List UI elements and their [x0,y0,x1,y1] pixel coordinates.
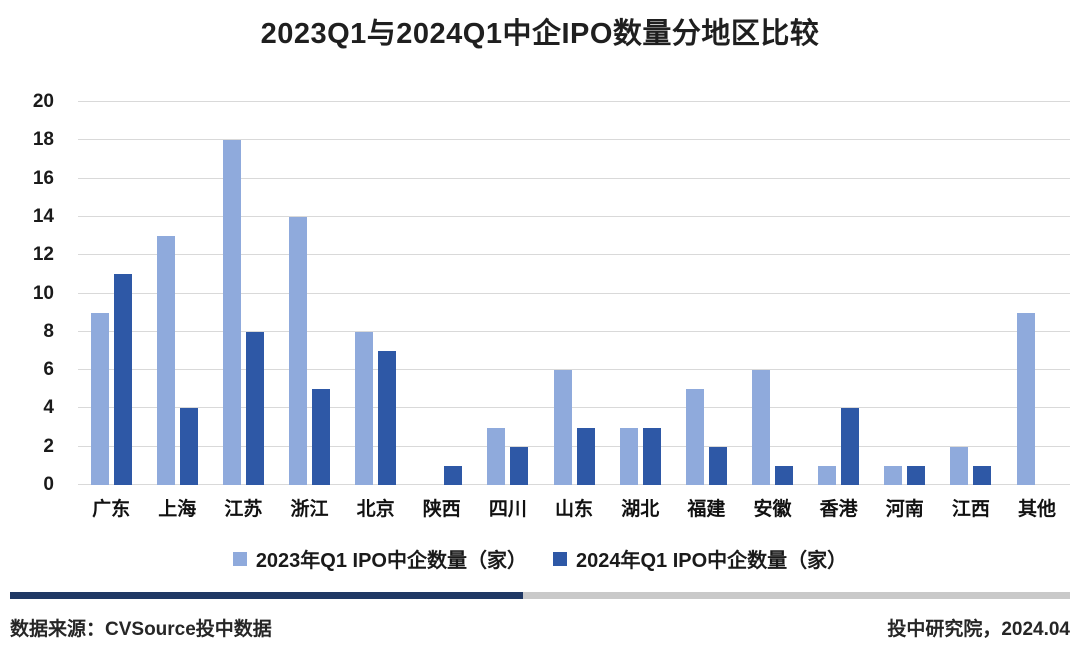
legend-item-2023: 2023年Q1 IPO中企数量（家） [232,544,527,573]
x-tick-label-安徽: 安徽 [753,499,792,520]
bar-group-江苏 [210,102,276,485]
y-tick-label-12: 12 [32,244,54,266]
legend-item-2024: 2024年Q1 IPO中企数量（家） [553,544,847,573]
bar-series1-山东 [553,370,572,485]
bar-series1-四川 [487,427,506,485]
bar-series2-江苏 [245,331,264,485]
bar-groups [78,102,1070,485]
bar-series1-其他 [1016,312,1035,485]
y-tick-label-4: 4 [43,397,54,419]
bar-series2-浙江 [311,389,330,485]
bar-series2-四川 [510,446,529,485]
legend-swatch-2023-icon [232,551,247,566]
bar-series2-福建 [708,446,727,485]
bar-series1-湖北 [619,427,638,485]
y-tick-label-2: 2 [43,435,54,457]
footer-source: 数据来源：CVSource投中数据 [10,619,272,640]
bar-group-山东 [541,102,607,485]
x-tick-label-北京: 北京 [356,499,395,520]
y-tick-label-0: 0 [43,474,54,495]
bar-series1-浙江 [288,216,307,485]
x-tick-label-江苏: 江苏 [224,499,263,520]
bar-group-其他 [1004,102,1070,485]
bar-series1-河南 [884,465,903,485]
bar-series2-山东 [576,427,595,485]
bar-group-上海 [144,102,210,485]
bar-group-福建 [673,102,739,485]
gridline-0 [78,484,1070,485]
x-tick-label-上海: 上海 [158,499,197,520]
gridline-6 [78,369,1070,371]
bar-series2-北京 [378,350,397,485]
bar-group-四川 [475,102,541,485]
bar-series1-江西 [950,446,969,485]
y-tick-label-8: 8 [43,320,54,342]
bar-series1-福建 [685,389,704,485]
bar-series1-香港 [818,465,837,485]
bar-group-陕西 [409,102,475,485]
y-tick-label-14: 14 [32,205,54,227]
x-tick-label-广东: 广东 [92,499,131,520]
gridline-14 [78,215,1070,217]
bar-series1-北京 [355,331,374,485]
gridline-20 [78,101,1070,102]
legend-swatch-2024-icon [553,551,567,566]
x-tick-label-香港: 香港 [819,499,858,520]
plot-area [78,101,1070,485]
y-tick-label-20: 20 [32,91,54,112]
legend-label-2023: 2023年Q1 IPO中企数量（家） [255,550,527,572]
x-tick-label-四川: 四川 [488,499,527,520]
gridline-12 [78,254,1070,256]
gridline-8 [78,330,1070,332]
bar-group-北京 [343,102,409,485]
bar-series2-湖北 [642,427,661,485]
bar-series1-广东 [90,312,109,485]
y-tick-label-10: 10 [32,282,54,304]
divider-gray-segment [523,592,1070,599]
y-axis: 0 2 4 6 8 10 12 14 16 18 20 [0,91,64,495]
bar-group-湖北 [607,102,673,485]
x-tick-label-福建: 福建 [687,499,726,520]
bar-series2-陕西 [444,465,463,485]
bar-series1-上海 [156,236,175,485]
x-tick-label-江西: 江西 [951,499,990,520]
footer-credit: 投中研究院，2024.04 [887,619,1070,640]
y-tick-label-16: 16 [32,167,54,189]
bar-series2-江西 [973,465,992,485]
bar-group-广东 [78,102,144,485]
bar-group-安徽 [739,102,805,485]
y-tick-label-6: 6 [43,359,54,381]
bar-group-江西 [938,102,1004,485]
gridline-18 [78,139,1070,141]
x-tick-label-山东: 山东 [555,499,594,520]
bar-series2-安徽 [774,465,793,485]
divider-navy-segment [10,592,524,599]
bar-series2-河南 [907,465,926,485]
footer: 数据来源：CVSource投中数据 投中研究院，2024.04 [10,614,1070,641]
divider-bar [10,592,1070,599]
x-tick-label-其他: 其他 [1018,499,1057,520]
bar-series2-上海 [179,408,198,485]
x-axis: 广东 上海 江苏 浙江 北京 陕西 四川 山东 湖北 福建 安徽 香港 河南 江西 其他 [78,494,1070,521]
gridline-2 [78,445,1070,447]
bar-series2-广东 [113,274,132,485]
bar-series2-香港 [841,408,860,485]
x-tick-label-河南: 河南 [885,499,924,520]
x-tick-label-陕西: 陕西 [422,499,461,520]
gridline-10 [78,292,1070,294]
legend-label-2024: 2024年Q1 IPO中企数量（家） [576,550,848,572]
bar-group-河南 [872,102,938,485]
x-tick-label-浙江: 浙江 [290,499,329,520]
x-tick-label-湖北: 湖北 [621,499,660,520]
chart-title: 2023Q1与2024Q1中企IPO数量分地区比较 [260,18,820,50]
gridline-16 [78,177,1070,179]
gridline-4 [78,407,1070,409]
bar-series1-安徽 [751,370,770,485]
y-tick-label-18: 18 [32,129,54,151]
bar-group-香港 [806,102,872,485]
legend: 2023年Q1 IPO中企数量（家） 2024年Q1 IPO中企数量（家） [0,544,1080,573]
bar-group-浙江 [276,102,342,485]
bar-series1-江苏 [222,140,241,485]
